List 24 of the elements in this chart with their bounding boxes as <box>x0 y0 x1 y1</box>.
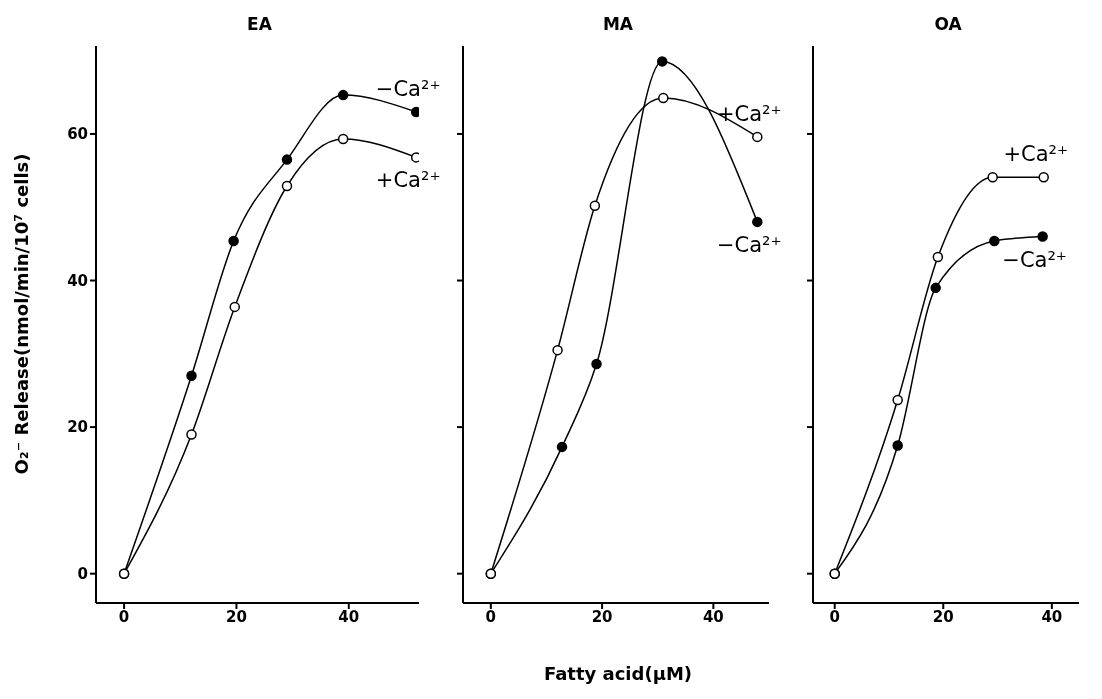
series-label: +Ca²⁺ <box>1003 142 1069 167</box>
x-tick-label: 0 <box>118 607 130 626</box>
x-tick-label: 0 <box>829 607 840 626</box>
x-tick-label: 40 <box>1041 607 1063 626</box>
y-tick-label: 20 <box>67 418 88 437</box>
x-tick-label: 0 <box>485 607 497 626</box>
series-label: −Ca²⁺ <box>717 232 782 257</box>
x-tick-label: 20 <box>226 607 247 626</box>
y-tick-label: 60 <box>67 125 88 144</box>
chart-title: OA <box>933 14 963 34</box>
series-label: +Ca²⁺ <box>717 101 782 126</box>
chart-title: EA <box>246 14 273 34</box>
x-tick-label: 20 <box>591 607 613 626</box>
series-label: +Ca²⁺ <box>375 168 441 193</box>
x-tick-label: 40 <box>338 607 360 626</box>
y-tick-label: 0 <box>77 565 88 584</box>
y-tick-label: 40 <box>67 271 88 290</box>
x-axis-title: Fatty acid(μM) <box>542 663 694 684</box>
y-axis-title: O₂⁻ Release(nmol/min/10⁷ cells) <box>11 153 33 475</box>
series-label: −Ca²⁺ <box>1002 247 1067 272</box>
chart-title: MA <box>601 14 635 34</box>
x-tick-label: 20 <box>932 607 954 626</box>
series-label: −Ca²⁺ <box>375 76 441 101</box>
x-tick-label: 40 <box>702 607 724 626</box>
